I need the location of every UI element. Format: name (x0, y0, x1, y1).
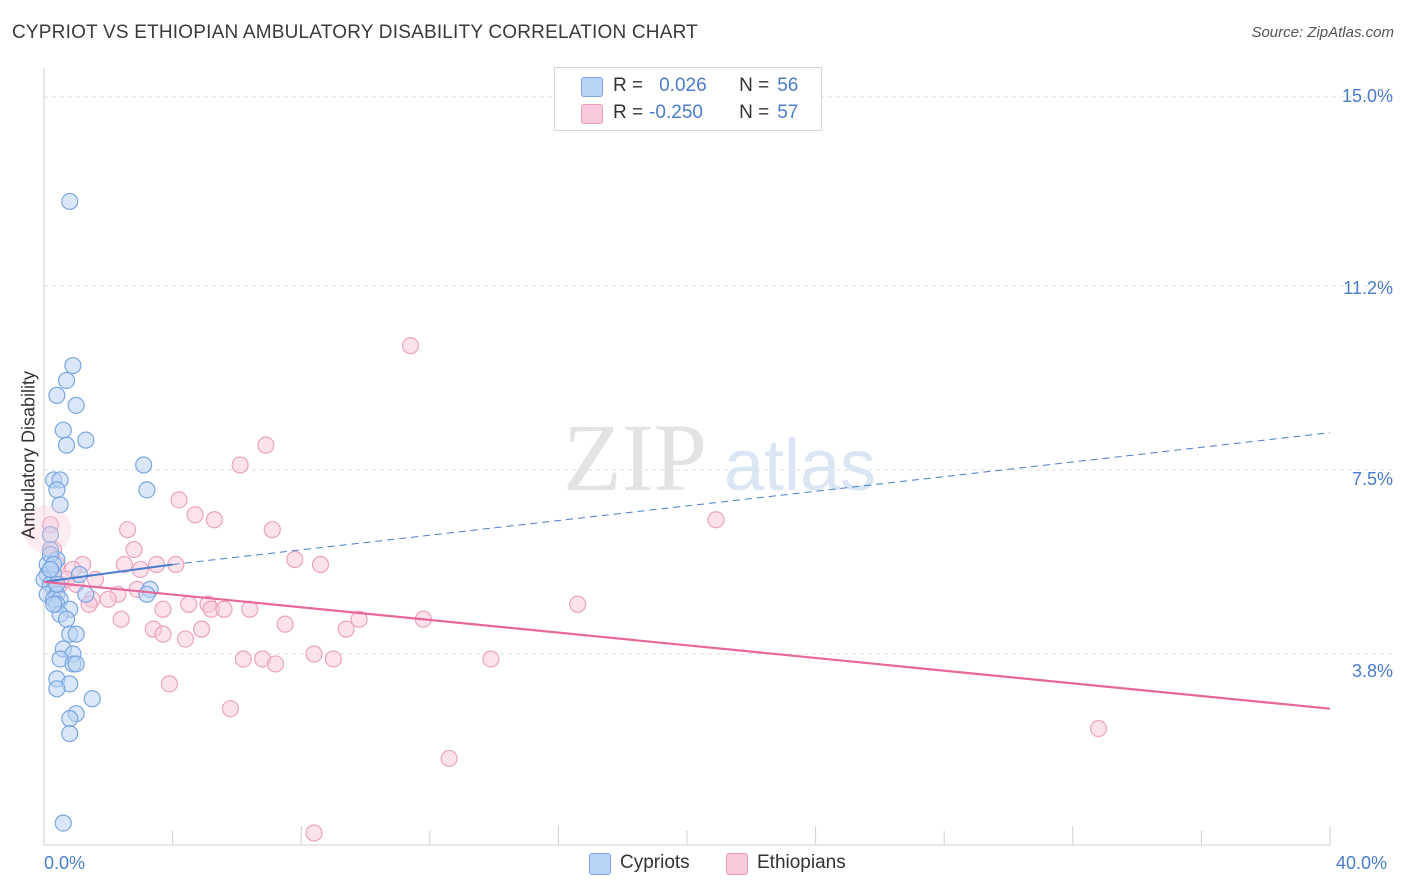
cypriot-point (57, 610, 76, 628)
y-tick-label: 15.0% (1341, 86, 1393, 106)
legend-swatch-ethiopians (581, 104, 603, 124)
legend-swatch-cypriots (581, 77, 603, 97)
ethiopian-point (118, 521, 137, 539)
ethiopian-point (305, 645, 323, 663)
watermark-zip: ZIP (563, 404, 707, 511)
cypriot-point (48, 680, 66, 698)
ethiopian-trendline (43, 580, 1331, 710)
ethiopian-point (569, 595, 587, 613)
legend-n-label: N = (739, 75, 770, 96)
cypriot-point (61, 710, 79, 728)
legend-row-cypriots: R = 0.026 N = 56 (613, 73, 798, 99)
ethiopian-point (170, 491, 188, 509)
ethiopian-point (1089, 719, 1108, 738)
ethiopian-point (286, 550, 304, 569)
cypriot-point (70, 565, 88, 584)
legend-r-value-cypriots: 0.026 (659, 75, 707, 96)
ethiopian-point (440, 749, 458, 768)
ethiopian-point (192, 620, 211, 638)
cypriot-point (41, 560, 60, 579)
y-tick-label: 11.2% (1343, 278, 1393, 298)
ethiopian-point (305, 824, 323, 842)
legend-n-value-ethiopians: 57 (777, 102, 799, 123)
chart-title: CYPRIOT VS ETHIOPIAN AMBULATORY DISABILI… (12, 22, 698, 43)
cypriot-point (135, 456, 153, 474)
x-tick-label-max: 40.0% (1336, 853, 1388, 873)
y-tick-label: 7.5% (1351, 469, 1393, 489)
ethiopian-point (112, 610, 130, 628)
ethiopian-point (276, 615, 294, 633)
legend-n-value-cypriots: 56 (777, 75, 799, 96)
cypriot-point (77, 585, 95, 603)
cypriot-point (57, 436, 76, 454)
y-axis-title: Ambulatory Disability (18, 370, 39, 540)
bottom-legend-swatch-cypriots (589, 853, 611, 875)
correlation-legend: R = 0.026 N = 56 R = -0.250 N = 57 (554, 67, 822, 131)
ethiopian-point (482, 650, 500, 668)
ethiopian-point (221, 700, 240, 718)
ethiopian-point (401, 337, 420, 355)
ethiopian-point (324, 650, 342, 668)
ethiopian-point (234, 650, 252, 668)
cypriot-point (138, 481, 156, 499)
legend-r-label: R = (613, 102, 644, 123)
ethiopian-point (147, 555, 166, 574)
watermark: ZIP atlas (563, 404, 876, 511)
cypriot-point (67, 396, 85, 414)
ethiopian-point (337, 620, 355, 638)
cypriot-point (57, 371, 76, 390)
ethiopian-point (266, 655, 285, 673)
ethiopian-point (186, 506, 204, 524)
ethiopian-point (154, 600, 172, 618)
cypriot-point (51, 496, 69, 514)
cypriot-point (45, 595, 63, 613)
cypriot-trendline-solid (43, 563, 173, 583)
bottom-legend-cypriots: Cypriots (620, 852, 690, 873)
ethiopian-point (707, 511, 725, 529)
ethiopian-point (176, 630, 195, 648)
x-tick-label-min: 0.0% (44, 853, 86, 873)
ethiopian-point (350, 610, 368, 628)
ethiopian-point (115, 555, 133, 574)
y-tick-label: 3.8% (1351, 661, 1393, 681)
cypriot-point (67, 625, 85, 643)
ethiopian-point (154, 625, 172, 643)
bottom-legend-ethiopians: Ethiopians (757, 852, 846, 873)
ethiopian-point (215, 600, 233, 618)
cypriot-point (83, 690, 101, 708)
cypriot-point (138, 585, 156, 603)
cypriot-point (61, 724, 79, 743)
cypriot-point (77, 431, 95, 449)
legend-r-value-ethiopians: -0.250 (649, 102, 703, 123)
ethiopian-point (125, 540, 143, 559)
cypriot-point (48, 386, 66, 404)
ethiopian-point (205, 511, 223, 529)
cypriot-point (61, 192, 79, 211)
ethiopian-point (180, 595, 198, 613)
ethiopian-point (231, 456, 249, 474)
cypriot-trendline-dashed (172, 432, 1331, 565)
cypriot-point (67, 655, 85, 673)
cypriot-point (48, 481, 66, 499)
cypriot-point (64, 356, 82, 375)
ethiopian-cluster-point (23, 505, 72, 554)
cypriot-point (54, 814, 72, 832)
legend-row-ethiopians: R = -0.250 N = 57 (613, 100, 798, 126)
ethiopian-point (99, 590, 117, 608)
source-label: Source: ZipAtlas.com (1251, 24, 1394, 41)
legend-r-label: R = (613, 75, 644, 96)
bottom-legend-swatch-ethiopians (726, 853, 748, 875)
ethiopian-point (160, 675, 178, 693)
ethiopian-point (263, 521, 281, 539)
ethiopian-point (257, 436, 275, 454)
watermark-atlas: atlas (724, 426, 876, 506)
ethiopian-point (311, 555, 330, 574)
legend-n-label: N = (739, 102, 770, 123)
cypriot-point (54, 421, 72, 439)
